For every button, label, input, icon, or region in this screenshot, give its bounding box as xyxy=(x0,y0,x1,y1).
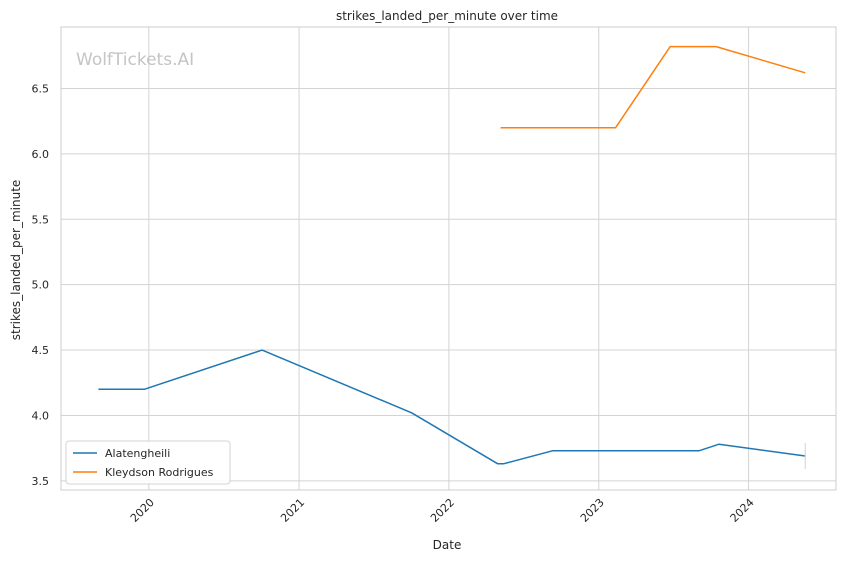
grid xyxy=(61,27,836,490)
series-line-kleydson-rodrigues xyxy=(500,45,806,129)
x-axis-tick-labels: 2020 2021 2022 2023 2024 xyxy=(128,496,757,525)
x-tick-label: 2024 xyxy=(728,496,757,525)
y-tick-label: 5.5 xyxy=(32,213,50,226)
chart-title: strikes_landed_per_minute over time xyxy=(336,9,558,23)
y-tick-label: 3.5 xyxy=(32,475,50,488)
y-tick-label: 6.0 xyxy=(32,148,50,161)
y-axis-title: strikes_landed_per_minute xyxy=(9,180,23,341)
y-tick-label: 5.0 xyxy=(32,279,50,292)
plot-area-frame xyxy=(60,26,837,491)
legend-box xyxy=(65,440,231,485)
x-tick-label: 2023 xyxy=(578,496,607,525)
x-axis-title: Date xyxy=(433,538,462,552)
watermark-text: WolfTickets.AI xyxy=(76,50,194,70)
series-layer xyxy=(98,45,806,469)
x-tick-label: 2020 xyxy=(128,496,157,525)
y-tick-label: 4.0 xyxy=(32,409,50,422)
x-tick-label: 2021 xyxy=(278,496,307,525)
legend: Alatengheili Kleydson Rodrigues xyxy=(65,440,231,485)
legend-label-kleydson-rodrigues: Kleydson Rodrigues xyxy=(105,466,214,479)
x-tick-label: 2022 xyxy=(428,496,457,525)
legend-label-alatengheili: Alatengheili xyxy=(105,447,170,460)
y-axis-tick-labels: 3.5 4.0 4.5 5.0 5.5 6.0 6.5 xyxy=(32,82,50,487)
y-tick-label: 6.5 xyxy=(32,82,50,95)
y-tick-label: 4.5 xyxy=(32,344,50,357)
series-line-alatengheili xyxy=(98,349,806,465)
